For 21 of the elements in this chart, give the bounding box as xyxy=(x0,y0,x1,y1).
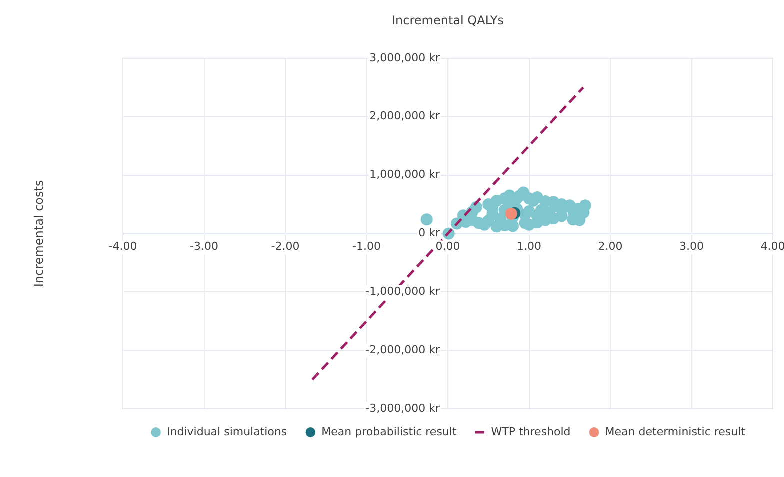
x-tick-label: -4.00 xyxy=(108,240,138,254)
legend-label: Individual simulations xyxy=(167,425,288,438)
legend-label: Mean probabilistic result xyxy=(322,425,458,438)
x-tick-label: 2.00 xyxy=(598,240,623,254)
y-tick-label: 2,000,000 kr xyxy=(370,110,440,123)
x-tick-label: 3.00 xyxy=(680,240,704,254)
legend-label: WTP threshold xyxy=(491,425,571,438)
x-tick-label: -1.00 xyxy=(352,240,381,254)
x-tick-label: -2.00 xyxy=(271,240,300,254)
x-tick-label: 0.00 xyxy=(436,240,460,254)
x-tick-label: 1.00 xyxy=(517,240,542,254)
y-tick-label: -2,000,000 kr xyxy=(366,343,440,356)
text: Incremental costs xyxy=(32,180,46,288)
y-tick-label: 3,000,000 kr xyxy=(370,51,440,64)
x-tick-label: -3.00 xyxy=(190,240,218,254)
y-tick-label: -3,000,000 kr xyxy=(366,402,440,415)
x-axis-title: Incremental QALYs xyxy=(392,13,504,28)
legend-label: Mean deterministic result xyxy=(605,425,746,438)
y-tick-label: -1,000,000 kr xyxy=(366,284,440,298)
y-tick-label: 0 kr xyxy=(418,226,440,240)
y-tick-label: 1,000,000 kr xyxy=(370,168,440,182)
